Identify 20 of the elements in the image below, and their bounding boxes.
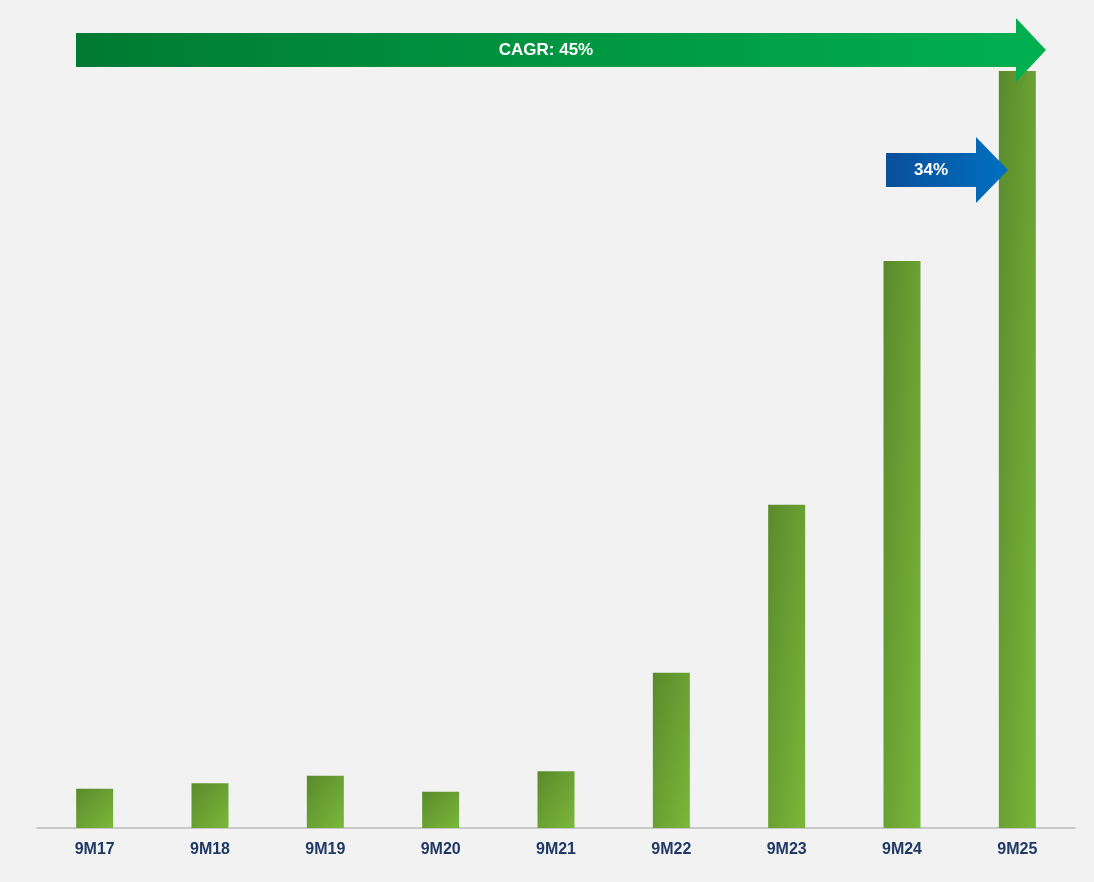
annotation: 34% xyxy=(913,160,949,180)
bar xyxy=(537,771,575,828)
x-tick-label: 9M19 xyxy=(305,839,346,857)
x-tick-label: 9M24 xyxy=(881,839,923,857)
bar xyxy=(998,71,1036,828)
x-tick-label: 9M17 xyxy=(74,839,115,857)
bar xyxy=(422,791,460,828)
x-tick-label: 9M25 xyxy=(997,839,1038,857)
bar xyxy=(191,783,229,828)
x-tick-label: 9M22 xyxy=(651,839,692,857)
bar xyxy=(652,672,690,828)
text: CAGR: 45% xyxy=(498,40,594,60)
bar xyxy=(306,775,344,828)
bar xyxy=(76,788,114,828)
x-tick-label: 9M20 xyxy=(420,839,461,857)
x-tick-label: 9M23 xyxy=(766,839,807,857)
x-tick-label: 9M18 xyxy=(189,839,231,857)
bar xyxy=(768,504,806,828)
x-tick-label: 9M21 xyxy=(535,839,577,857)
bar xyxy=(883,261,921,828)
